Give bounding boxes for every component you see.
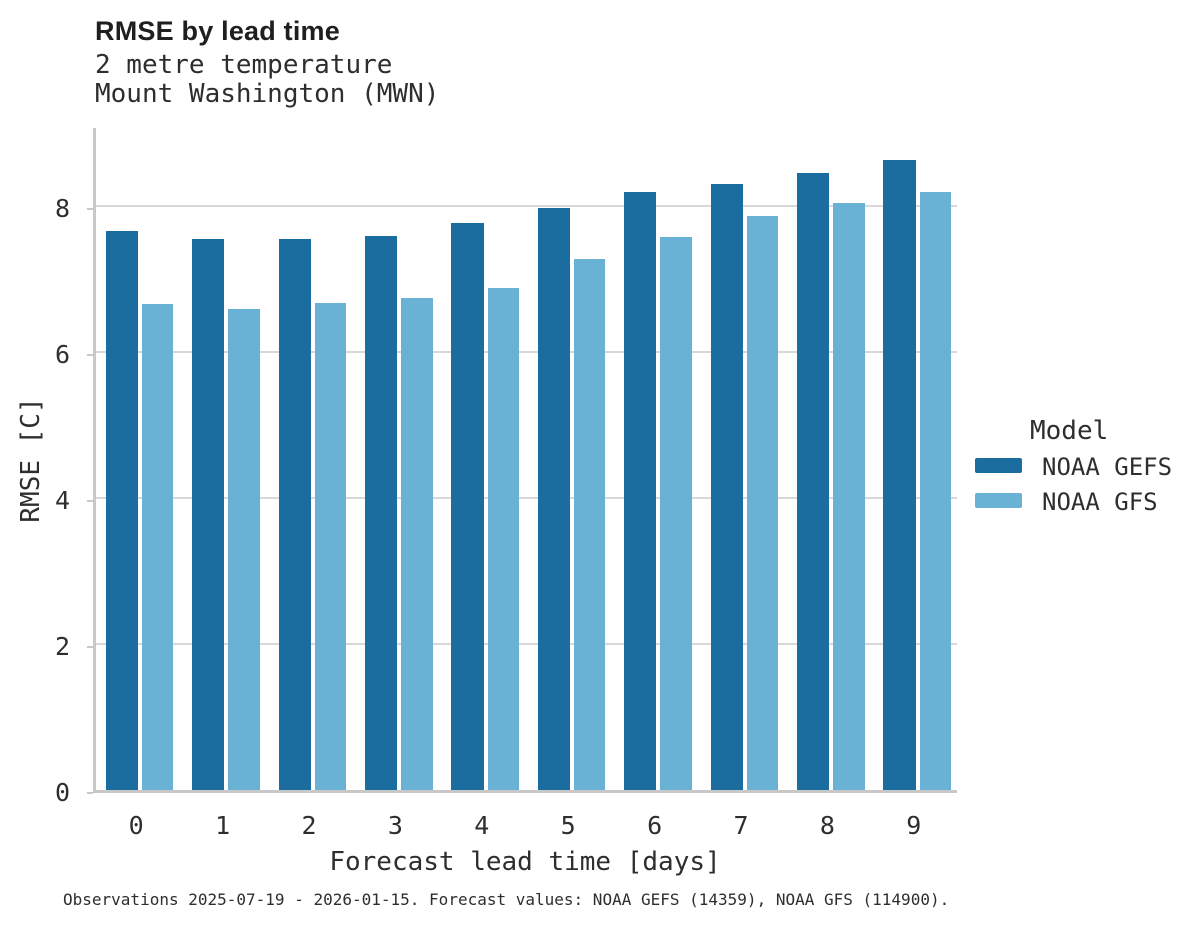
- gridline-y-8: [96, 204, 957, 207]
- legend-label: NOAA GEFS: [1042, 453, 1173, 481]
- x-tick-label-9: 9: [906, 811, 922, 840]
- y-tick-label-0: 0: [54, 778, 70, 807]
- y-tick-label-2: 2: [54, 631, 70, 661]
- bar-noaa-gfs-lead-2: [314, 303, 347, 790]
- y-tick-label-8: 8: [54, 193, 70, 223]
- bar-noaa-gefs-lead-3: [364, 236, 398, 790]
- legend-swatch-icon: [975, 493, 1022, 508]
- x-tick-label-1: 1: [215, 811, 231, 840]
- y-tick-mark-4: [87, 499, 93, 502]
- caption-text: Observations 2025-07-19 - 2026-01-15. Fo…: [63, 890, 950, 909]
- x-tick-label-3: 3: [387, 811, 403, 840]
- gridline-y-6: [96, 350, 957, 353]
- bar-noaa-gfs-lead-0: [142, 304, 174, 790]
- y-tick-label-4: 4: [54, 485, 70, 515]
- bar-noaa-gefs-lead-4: [451, 223, 484, 790]
- gridline-y-2: [96, 642, 957, 645]
- legend-label: NOAA GFS: [1042, 488, 1158, 516]
- bar-noaa-gfs-lead-3: [401, 297, 433, 790]
- bar-noaa-gefs-lead-9: [883, 159, 916, 790]
- bar-noaa-gefs-lead-0: [105, 231, 138, 790]
- y-tick-mark-2: [87, 645, 93, 648]
- bar-noaa-gfs-lead-6: [660, 236, 692, 790]
- chart-title: RMSE by lead time: [95, 16, 340, 46]
- x-tick-label-7: 7: [733, 811, 749, 840]
- y-tick-mark-8: [87, 207, 93, 210]
- x-tick-label-2: 2: [301, 811, 317, 840]
- legend-title: Model: [1030, 416, 1109, 446]
- x-tick-label-4: 4: [474, 811, 490, 840]
- bar-noaa-gfs-lead-9: [919, 191, 951, 790]
- plot-area: [93, 128, 957, 793]
- bar-noaa-gfs-lead-5: [574, 258, 606, 790]
- bar-noaa-gfs-lead-8: [833, 203, 865, 790]
- x-tick-label-0: 0: [128, 811, 144, 840]
- bar-noaa-gefs-lead-7: [710, 183, 743, 790]
- x-axis-title: Forecast lead time [days]: [329, 847, 721, 877]
- bar-noaa-gfs-lead-1: [228, 309, 260, 790]
- y-tick-label-6: 6: [54, 339, 70, 369]
- bar-noaa-gfs-lead-4: [487, 288, 519, 790]
- legend-swatch-icon: [975, 458, 1022, 473]
- bar-noaa-gefs-lead-8: [796, 172, 830, 790]
- chart-subtitle: 2 metre temperature Mount Washington (MW…: [95, 50, 440, 109]
- x-tick-label-5: 5: [560, 811, 576, 840]
- bar-noaa-gefs-lead-6: [624, 191, 657, 790]
- bar-noaa-gfs-lead-7: [746, 215, 779, 790]
- x-tick-label-8: 8: [819, 811, 835, 840]
- bar-noaa-gefs-lead-1: [192, 239, 225, 790]
- y-tick-mark-0: [87, 792, 93, 794]
- bar-noaa-gefs-lead-5: [537, 207, 570, 790]
- y-tick-mark-6: [87, 353, 93, 356]
- gridline-y-4: [96, 496, 957, 499]
- bar-noaa-gefs-lead-2: [278, 239, 311, 790]
- x-tick-label-6: 6: [647, 811, 663, 840]
